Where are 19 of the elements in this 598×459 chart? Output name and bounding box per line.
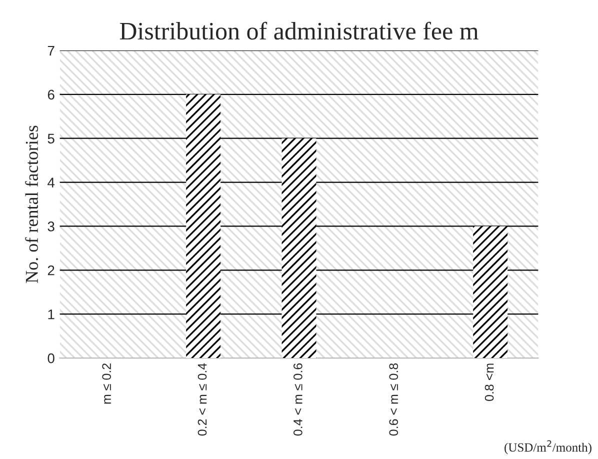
- y-tick-label: 0: [48, 353, 54, 364]
- y-tick-label: 6: [48, 90, 54, 100]
- y-tick-label: 4: [48, 178, 55, 188]
- y-tick-label: 2: [48, 265, 54, 276]
- y-tick-label: 1: [48, 310, 54, 320]
- y-tick-label: 7: [48, 46, 54, 56]
- x-tick-label: 0.8 <m: [484, 364, 494, 401]
- y-axis-title: No. of rental factories: [25, 126, 38, 283]
- y-tick-label: 5: [48, 134, 54, 144]
- x-tick-label: m ≤ 0.2: [102, 364, 111, 404]
- text: (USD/m$^{2}$/month): [504, 440, 592, 454]
- bar: [186, 94, 221, 358]
- chart-title: Distribution of administrative fee m: [120, 22, 478, 40]
- y-tick-label: 3: [48, 222, 54, 232]
- x-tick-label: 0.4 < m ≤ 0.6: [294, 363, 302, 436]
- bar: [473, 226, 508, 358]
- bar: [282, 138, 316, 358]
- x-tick-label: 0.2 < m ≤ 0.4: [198, 363, 207, 436]
- x-tick-label: 0.6 < m ≤ 0.8: [389, 363, 398, 436]
